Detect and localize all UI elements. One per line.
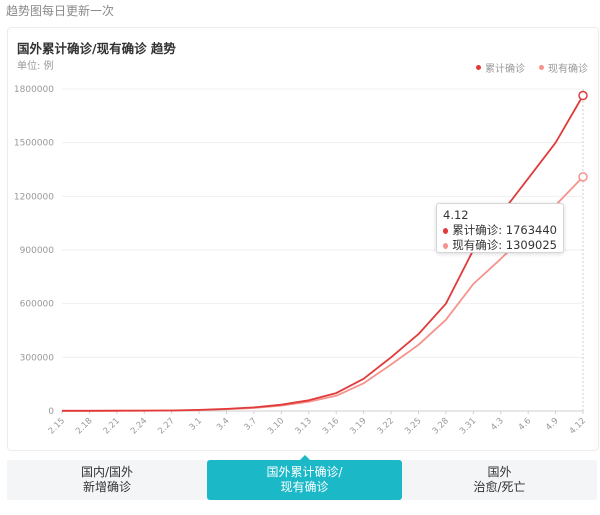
x-tick-label: 3.10 <box>266 416 286 436</box>
chart-unit: 单位: 例 <box>17 61 54 72</box>
tooltip-value: 累计确诊: 1763440 <box>452 223 557 237</box>
chart-tabs: 国内/国外 新增确诊 国外累计确诊/现有确诊 国外 治愈/死亡 <box>7 455 597 500</box>
y-tick-label: 300000 <box>20 353 55 363</box>
series-point-marker-1 <box>578 172 588 182</box>
y-tick-label: 1500000 <box>14 139 54 149</box>
x-tick-label: 2.21 <box>102 416 122 436</box>
tooltip-date: 4.12 <box>443 208 469 222</box>
legend-label: 现有确诊 <box>548 64 588 75</box>
tab-label: 现有确诊 <box>280 480 329 494</box>
x-tick-label: 3.4 <box>215 416 232 433</box>
tab-label: 国内/国外 <box>80 465 134 479</box>
legend-item-cumulative[interactable]: 累计确诊 <box>476 60 525 75</box>
tooltip-value: 现有确诊: 1309025 <box>452 238 557 252</box>
tab-label: 新增确诊 <box>82 480 131 494</box>
chart-tooltip: 4.12 累计确诊: 1763440 现有确诊: 1309025 <box>436 203 564 253</box>
tab-new-confirmed[interactable]: 国内/国外 新增确诊 <box>7 460 207 500</box>
x-tick-label: 2.27 <box>156 416 176 436</box>
tooltip-row-cumulative: 累计确诊: 1763440 <box>443 223 557 238</box>
chart-legend: 累计确诊 现有确诊 <box>476 60 588 75</box>
x-tick-label: 4.3 <box>489 416 506 433</box>
tab-label: 国外累计确诊/ <box>266 465 343 479</box>
legend-item-current[interactable]: 现有确诊 <box>539 60 588 75</box>
x-tick-label: 2.15 <box>47 416 67 436</box>
x-tick-label: 3.22 <box>376 416 396 436</box>
tab-label: 国外 <box>487 465 512 479</box>
y-tick-label: 600000 <box>20 300 55 310</box>
x-tick-label: 3.16 <box>321 416 341 436</box>
x-tick-label: 3.19 <box>348 416 368 436</box>
y-tick-label: 900000 <box>20 246 55 256</box>
series-point-marker-0 <box>578 90 588 101</box>
tab-label: 治愈/死亡 <box>473 480 526 494</box>
tooltip-dot-icon <box>443 242 449 249</box>
x-tick-label: 3.1 <box>188 416 205 433</box>
y-tick-label: 1800000 <box>14 85 54 95</box>
x-tick-label: 3.13 <box>293 416 313 436</box>
chart-title: 国外累计确诊/现有确诊 趋势 <box>17 41 176 56</box>
tooltip-row-current: 现有确诊: 1309025 <box>443 238 557 253</box>
y-tick-label: 0 <box>48 407 54 417</box>
x-tick-label: 4.12 <box>568 416 588 436</box>
x-tick-label: 3.28 <box>431 416 451 436</box>
legend-dot-icon <box>476 65 481 70</box>
x-tick-label: 4.6 <box>517 416 534 433</box>
y-tick-label: 1200000 <box>14 192 54 202</box>
legend-dot-icon <box>539 65 544 70</box>
x-tick-label: 2.24 <box>129 416 149 436</box>
tab-recovered-deaths[interactable]: 国外 治愈/死亡 <box>402 460 597 500</box>
tooltip-dot-icon <box>443 227 449 234</box>
legend-label: 累计确诊 <box>485 64 525 75</box>
x-tick-label: 3.7 <box>242 416 259 433</box>
x-tick-label: 4.9 <box>544 416 561 433</box>
update-note: 趋势图每日更新一次 <box>6 4 115 18</box>
x-tick-label: 2.18 <box>74 416 94 436</box>
x-tick-label: 3.25 <box>403 416 423 436</box>
x-tick-label: 3.31 <box>458 416 478 436</box>
trend-chart: 0 300000 600000 900000 1200000 1500000 1800000… <box>14 85 588 437</box>
tab-cumulative-current[interactable]: 国外累计确诊/现有确诊 <box>207 455 402 500</box>
